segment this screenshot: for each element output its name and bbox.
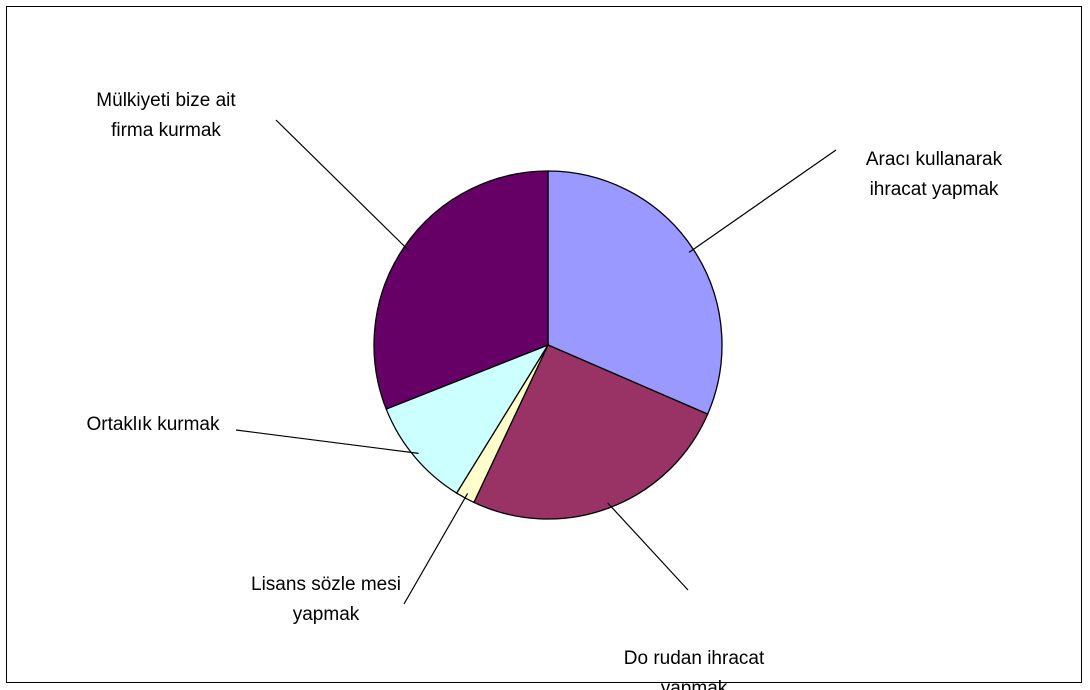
slice-label-3: Lisans sözle mesi yapmak <box>251 574 401 625</box>
leader-line-5 <box>275 119 409 251</box>
leader-line-4 <box>235 429 419 454</box>
pie-slice-4 <box>385 343 550 494</box>
leader-line-3 <box>403 493 469 605</box>
leader-line-1 <box>688 149 837 253</box>
slice-label-5: Mülkiyeti bize ait firma kurmak <box>96 90 236 141</box>
slice-label-4: Ortaklık kurmak <box>86 414 220 435</box>
slice-label-2: Do rudan ihracat yapmak <box>624 648 765 690</box>
pie-slice-5 <box>373 170 549 410</box>
slice-label-1: Aracı kullanarak ihracat yapmak <box>866 149 1003 200</box>
pie-slice-2 <box>473 344 709 520</box>
leader-line-2 <box>607 502 689 591</box>
